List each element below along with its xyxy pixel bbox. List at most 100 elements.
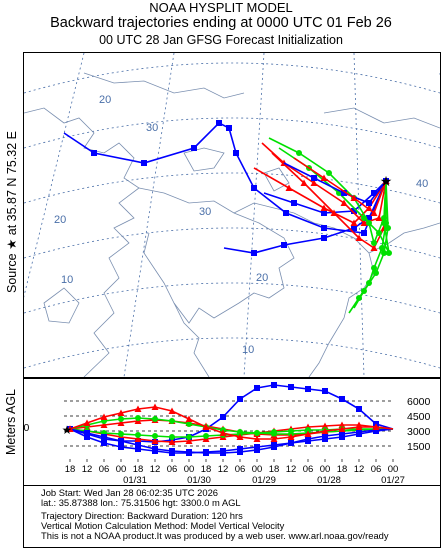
map-trajectory-point-9 (385, 225, 391, 231)
height-point-0 (288, 384, 294, 390)
map-trajectory-point-1 (281, 242, 287, 248)
map-trajectory-point-11 (350, 194, 358, 201)
grid-label: 20 (99, 94, 111, 106)
grid-label: 40 (416, 178, 428, 190)
map-trajectory-point-0 (233, 150, 239, 156)
map-trajectory-point-2 (371, 190, 377, 196)
lat-lon-grid (24, 53, 440, 377)
disclaimer: This is not a NOAA product.It was produc… (41, 530, 389, 541)
grid-label: 20 (54, 214, 66, 226)
grid-label: 10 (61, 274, 73, 286)
height-point-0 (271, 382, 277, 388)
map-trajectory-point-0 (191, 145, 197, 151)
map-trajectory-line-11 (293, 157, 387, 215)
height-point-7 (219, 429, 227, 436)
grid-label: 10 (242, 344, 254, 356)
source-location-label: Source ★ at 35.87 N 75.32 E (5, 131, 19, 293)
time-tick: 06 (167, 464, 178, 475)
map-trajectory-point-0 (216, 120, 222, 126)
grid-labels: 20 30 40 20 30 10 20 10 (54, 94, 428, 356)
height-point-0 (339, 396, 345, 402)
time-tick: 18 (337, 464, 348, 475)
date-label: 01/31 (123, 475, 147, 485)
height-point-6 (135, 442, 141, 448)
height-point-2 (134, 435, 142, 442)
map-trajectory-point-0 (361, 230, 367, 236)
height-point-0 (356, 406, 362, 412)
height-point-6 (305, 436, 311, 442)
height-point-1 (84, 434, 90, 440)
height-point-4 (186, 434, 192, 440)
height-point-5 (169, 418, 175, 424)
forecast-subtitle: 00 UTC 28 Jan GFSG Forecast Initializati… (99, 33, 343, 47)
height-point-5 (254, 430, 260, 436)
time-tick: 18 (133, 464, 144, 475)
map-trajectory-point-2 (321, 210, 327, 216)
map-trajectory-point-1 (321, 235, 327, 241)
height-point-6 (288, 440, 294, 446)
map-trajectory-line-0 (63, 122, 387, 234)
height-axis-label: Meters AGL (4, 389, 18, 455)
map-trajectory-point-10 (366, 200, 372, 206)
time-tick: 12 (150, 464, 161, 475)
map-trajectory-point-3 (340, 199, 348, 206)
height-point-1 (135, 446, 141, 452)
location-info: lat.: 35.87388 lon.: 75.31506 hgt: 3300.… (41, 497, 241, 508)
height-point-7 (66, 425, 74, 432)
run-info: Job Start: Wed Jan 28 06:02:35 UTC 2026 … (23, 486, 441, 548)
height-point-6 (84, 430, 90, 436)
date-label: 01/29 (252, 475, 276, 485)
map-trajectory-point-8 (371, 265, 377, 271)
height-point-2 (338, 421, 346, 428)
map-trajectory-point-1 (251, 250, 257, 256)
map-trajectory-point-7 (376, 230, 382, 236)
height-point-2 (168, 438, 176, 445)
height-tick: 1500 (407, 441, 431, 453)
height-point-5 (271, 431, 277, 437)
map-trajectory-point-0 (141, 160, 147, 166)
time-tick: 00 (184, 464, 195, 475)
time-tick: 18 (201, 464, 212, 475)
grid-label: 30 (146, 122, 158, 134)
source-star-icon: ★ (62, 423, 73, 437)
map-trajectory-point-0 (226, 125, 232, 131)
height-point-7 (83, 419, 91, 426)
height-point-6 (220, 450, 226, 456)
map-trajectory-point-0 (251, 185, 257, 191)
date-label: 01/28 (317, 475, 341, 485)
time-tick: 12 (354, 464, 365, 475)
map-trajectory-point-6 (326, 170, 332, 176)
date-label: 01/30 (187, 475, 211, 485)
map-trajectory-point-0 (91, 150, 97, 156)
height-point-7 (338, 425, 346, 432)
time-tick: 00 (388, 464, 399, 475)
height-point-6 (322, 433, 328, 439)
map-trajectory-point-3 (360, 219, 368, 226)
map-trajectory-point-7 (361, 215, 367, 221)
map-trajectory-point-1 (351, 225, 357, 231)
map-trajectory-point-2 (291, 200, 297, 206)
map-trajectory-point-2 (351, 208, 357, 214)
height-point-1 (101, 440, 107, 446)
map-trajectory-point-11 (382, 177, 390, 184)
height-point-3 (117, 419, 125, 426)
vertical-profile: 6000 4500 3000 1500 3300 ★ 1812060018120… (23, 378, 441, 486)
height-point-4 (118, 431, 124, 437)
height-tick: 3000 (407, 426, 431, 438)
time-ticks: 18 12 06 00 18 12 06 00 18 12 06 00 18 12 06 00 18 12 06 00 (65, 459, 399, 475)
time-tick: 12 (82, 464, 93, 475)
height-point-6 (271, 444, 277, 450)
height-point-0 (322, 388, 328, 394)
height-point-7 (304, 430, 312, 437)
map-trajectory-point-9 (381, 250, 387, 256)
map-trajectory-point-4 (300, 179, 308, 186)
height-point-5 (135, 415, 141, 421)
time-tick: 06 (303, 464, 314, 475)
height-point-0 (237, 396, 243, 402)
height-point-5 (118, 416, 124, 422)
height-point-7 (372, 423, 380, 430)
time-tick: 18 (269, 464, 280, 475)
height-point-5 (237, 429, 243, 435)
map-trajectory-line-9 (353, 180, 389, 309)
height-point-6 (237, 449, 243, 455)
